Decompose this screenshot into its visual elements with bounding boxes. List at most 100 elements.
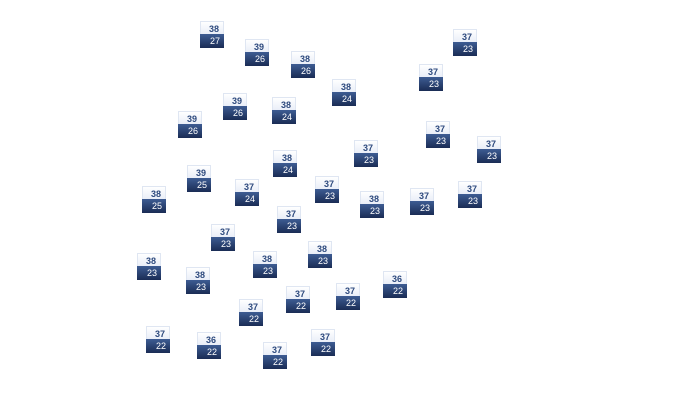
low-temperature: 27 <box>200 34 224 48</box>
high-temperature: 37 <box>410 188 434 201</box>
low-temperature: 25 <box>142 199 166 213</box>
low-temperature: 26 <box>291 64 315 78</box>
low-temperature: 23 <box>419 77 443 91</box>
temperature-marker[interactable]: 38 23 <box>308 241 332 268</box>
high-temperature: 38 <box>137 253 161 266</box>
high-temperature: 38 <box>308 241 332 254</box>
temperature-marker[interactable]: 37 22 <box>311 329 335 356</box>
high-temperature: 39 <box>187 165 211 178</box>
temperature-marker[interactable]: 37 23 <box>453 29 477 56</box>
temperature-marker[interactable]: 36 22 <box>383 271 407 298</box>
temperature-marker[interactable]: 37 23 <box>410 188 434 215</box>
temperature-marker[interactable]: 37 23 <box>211 224 235 251</box>
temperature-marker[interactable]: 38 23 <box>186 267 210 294</box>
low-temperature: 26 <box>245 52 269 66</box>
high-temperature: 37 <box>146 326 170 339</box>
low-temperature: 23 <box>453 42 477 56</box>
low-temperature: 23 <box>426 134 450 148</box>
high-temperature: 37 <box>311 329 335 342</box>
temperature-marker[interactable]: 38 23 <box>137 253 161 280</box>
temperature-marker[interactable]: 37 23 <box>426 121 450 148</box>
low-temperature: 23 <box>315 189 339 203</box>
high-temperature: 37 <box>453 29 477 42</box>
temperature-marker[interactable]: 37 23 <box>354 140 378 167</box>
temperature-marker[interactable]: 37 23 <box>458 181 482 208</box>
temperature-marker[interactable]: 38 24 <box>272 97 296 124</box>
high-temperature: 37 <box>477 136 501 149</box>
low-temperature: 23 <box>458 194 482 208</box>
low-temperature: 24 <box>272 110 296 124</box>
high-temperature: 37 <box>235 179 259 192</box>
temperature-marker[interactable]: 37 22 <box>336 283 360 310</box>
temperature-marker[interactable]: 39 25 <box>187 165 211 192</box>
high-temperature: 38 <box>291 51 315 64</box>
high-temperature: 38 <box>142 186 166 199</box>
low-temperature: 23 <box>308 254 332 268</box>
low-temperature: 23 <box>477 149 501 163</box>
high-temperature: 38 <box>253 251 277 264</box>
temperature-marker[interactable]: 37 24 <box>235 179 259 206</box>
high-temperature: 39 <box>178 111 202 124</box>
high-temperature: 37 <box>336 283 360 296</box>
temperature-marker[interactable]: 38 24 <box>332 79 356 106</box>
low-temperature: 22 <box>336 296 360 310</box>
temperature-marker[interactable]: 39 26 <box>178 111 202 138</box>
high-temperature: 38 <box>186 267 210 280</box>
low-temperature: 23 <box>137 266 161 280</box>
high-temperature: 38 <box>273 150 297 163</box>
high-temperature: 39 <box>245 39 269 52</box>
low-temperature: 22 <box>197 345 221 359</box>
low-temperature: 22 <box>311 342 335 356</box>
low-temperature: 22 <box>263 355 287 369</box>
high-temperature: 37 <box>239 299 263 312</box>
high-temperature: 37 <box>354 140 378 153</box>
low-temperature: 24 <box>332 92 356 106</box>
high-temperature: 36 <box>383 271 407 284</box>
low-temperature: 26 <box>223 106 247 120</box>
high-temperature: 38 <box>272 97 296 110</box>
temperature-marker[interactable]: 38 23 <box>253 251 277 278</box>
temperature-marker[interactable]: 39 26 <box>245 39 269 66</box>
low-temperature: 26 <box>178 124 202 138</box>
temperature-marker[interactable]: 39 26 <box>223 93 247 120</box>
high-temperature: 38 <box>360 191 384 204</box>
temperature-marker[interactable]: 38 24 <box>273 150 297 177</box>
high-temperature: 37 <box>286 286 310 299</box>
temperature-marker[interactable]: 37 22 <box>286 286 310 313</box>
high-temperature: 37 <box>458 181 482 194</box>
temperature-marker[interactable]: 38 23 <box>360 191 384 218</box>
low-temperature: 23 <box>360 204 384 218</box>
temperature-marker[interactable]: 37 22 <box>146 326 170 353</box>
high-temperature: 37 <box>263 342 287 355</box>
temperature-marker[interactable]: 37 22 <box>239 299 263 326</box>
low-temperature: 22 <box>146 339 170 353</box>
high-temperature: 38 <box>332 79 356 92</box>
high-temperature: 37 <box>211 224 235 237</box>
temperature-marker[interactable]: 37 23 <box>277 206 301 233</box>
low-temperature: 23 <box>253 264 277 278</box>
low-temperature: 24 <box>273 163 297 177</box>
low-temperature: 23 <box>211 237 235 251</box>
temperature-marker[interactable]: 37 23 <box>315 176 339 203</box>
low-temperature: 22 <box>239 312 263 326</box>
temperature-marker[interactable]: 36 22 <box>197 332 221 359</box>
low-temperature: 23 <box>186 280 210 294</box>
high-temperature: 37 <box>419 64 443 77</box>
high-temperature: 38 <box>200 21 224 34</box>
low-temperature: 24 <box>235 192 259 206</box>
high-temperature: 36 <box>197 332 221 345</box>
temperature-marker[interactable]: 38 25 <box>142 186 166 213</box>
low-temperature: 23 <box>354 153 378 167</box>
low-temperature: 23 <box>410 201 434 215</box>
temperature-marker[interactable]: 38 27 <box>200 21 224 48</box>
high-temperature: 37 <box>426 121 450 134</box>
low-temperature: 23 <box>277 219 301 233</box>
high-temperature: 37 <box>315 176 339 189</box>
high-temperature: 37 <box>277 206 301 219</box>
temperature-marker[interactable]: 37 23 <box>419 64 443 91</box>
temperature-marker[interactable]: 37 22 <box>263 342 287 369</box>
low-temperature: 25 <box>187 178 211 192</box>
temperature-marker[interactable]: 38 26 <box>291 51 315 78</box>
temperature-marker[interactable]: 37 23 <box>477 136 501 163</box>
